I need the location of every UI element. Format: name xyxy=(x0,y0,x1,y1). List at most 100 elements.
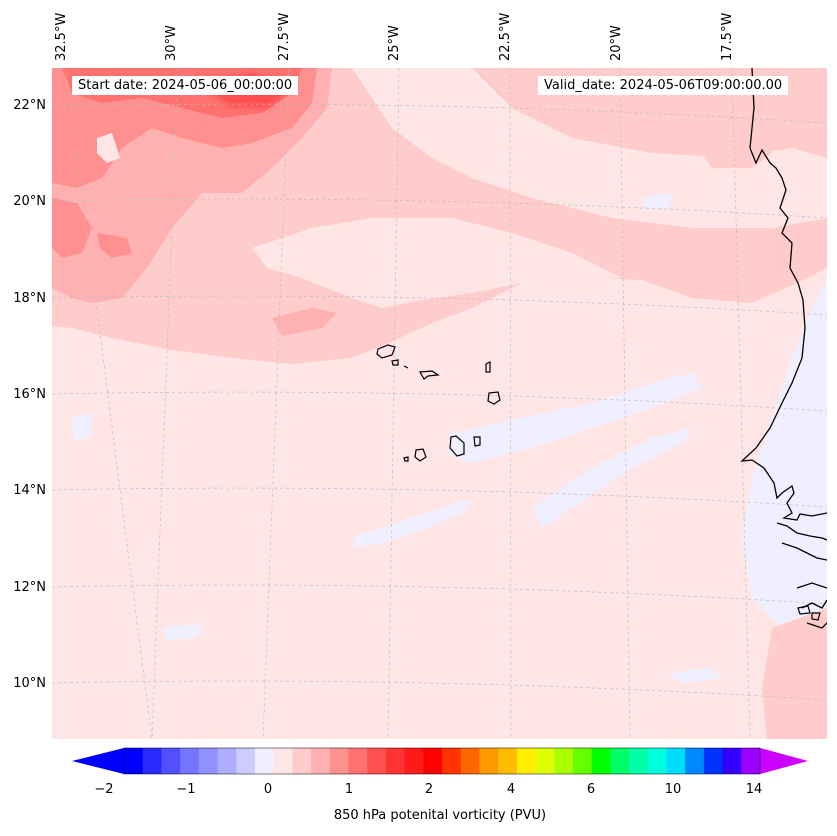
colorbar-tick-label: 6 xyxy=(586,782,596,797)
colorbar-cell xyxy=(591,748,611,774)
colorbar-cell xyxy=(311,748,331,774)
lon-label: 27.5°W xyxy=(277,12,292,61)
colorbar-tick-label: −1 xyxy=(176,782,196,797)
pv-contour-band xyxy=(352,498,472,548)
lat-label: 22°N xyxy=(13,98,46,113)
island-outline xyxy=(473,436,481,447)
lon-label: 32.5°W xyxy=(54,12,69,61)
pv-contour-band xyxy=(52,198,92,258)
pv-contour-band xyxy=(667,668,722,683)
pv-contour-band xyxy=(352,68,827,228)
colorbar-cell xyxy=(741,748,761,774)
colorbar-cell xyxy=(254,748,275,774)
meridian-line xyxy=(509,68,512,739)
africa-coastline xyxy=(781,542,827,561)
colorbar-cell xyxy=(367,748,387,774)
lat-label: 14°N xyxy=(13,483,46,498)
colorbar-cell xyxy=(329,748,349,774)
parallel-line xyxy=(52,487,827,508)
valid-date-label: Valid_date: 2024-05-06T09:00:00.00 xyxy=(538,76,789,95)
colorbar-title: 850 hPa potenital vorticity (PVU) xyxy=(333,808,547,823)
colorbar-cell xyxy=(273,748,293,774)
meridian-line xyxy=(65,68,153,739)
lat-label: 20°N xyxy=(13,194,46,209)
colorbar-tick-label: 10 xyxy=(664,782,682,797)
colorbar-cell xyxy=(236,748,256,774)
colorbar-cell xyxy=(404,748,424,774)
island-outline xyxy=(391,359,399,366)
colorbar-cell xyxy=(142,748,162,774)
colorbar-cell xyxy=(292,748,312,774)
island-outline xyxy=(403,365,409,369)
pv-contour-band xyxy=(642,193,672,210)
meridian-line xyxy=(619,68,631,739)
island-outline xyxy=(403,456,409,462)
colorbar-cell xyxy=(442,748,462,774)
graticule xyxy=(52,68,827,739)
meridian-line xyxy=(387,68,400,739)
pv-field-map xyxy=(52,68,827,739)
start-date-label: Start date: 2024-05-06_00:00:00 xyxy=(72,76,299,95)
africa-coastline xyxy=(796,582,827,629)
colorbar-cell xyxy=(647,748,667,774)
colorbar-cell xyxy=(498,748,518,774)
parallel-line xyxy=(52,584,827,605)
colorbar-cell xyxy=(554,748,574,774)
lon-label: 30°W xyxy=(164,25,179,61)
colorbar-cell xyxy=(479,748,499,774)
colorbar-cell xyxy=(124,748,144,774)
colorbar-cell xyxy=(180,748,200,774)
colorbar-cell xyxy=(629,748,649,774)
africa-coastline xyxy=(740,68,827,521)
parallel-line xyxy=(52,103,827,124)
island-outline xyxy=(419,370,440,380)
colorbar-cell xyxy=(423,748,443,774)
coastal-island-outline xyxy=(797,605,811,615)
meridian-line xyxy=(262,68,290,739)
pv-contour-band xyxy=(72,413,92,440)
colorbar xyxy=(72,747,808,775)
colorbar-cell xyxy=(198,748,218,774)
colorbar-cell xyxy=(161,748,181,774)
colorbar-cell xyxy=(722,748,742,774)
pv-contour-band xyxy=(272,308,337,336)
island-outline xyxy=(485,361,491,373)
colorbar-tick-label: 1 xyxy=(344,782,354,797)
colorbar-cell xyxy=(217,748,237,774)
colorbar-tick-label: 2 xyxy=(424,782,434,797)
colorbar-cell xyxy=(703,748,723,774)
pv-contour-band xyxy=(742,278,827,628)
island-outline xyxy=(414,448,427,462)
meridian-line xyxy=(151,68,179,739)
colorbar-tick-label: 0 xyxy=(263,782,273,797)
map-panel xyxy=(52,68,827,739)
colorbar-cell xyxy=(685,748,705,774)
colorbar-cells xyxy=(124,748,761,774)
colorbar-cell xyxy=(535,748,555,774)
lat-label: 10°N xyxy=(13,676,46,691)
island-outline xyxy=(376,344,396,359)
colorbar-frame xyxy=(123,747,761,775)
island-outline xyxy=(487,391,501,405)
colorbar-tick-label: −2 xyxy=(94,782,114,797)
lat-label: 12°N xyxy=(13,580,46,595)
pv-contour-band xyxy=(762,608,827,739)
meridian-line xyxy=(731,68,751,739)
island-outline xyxy=(449,435,465,457)
parallel-line xyxy=(52,295,827,316)
colorbar-cell xyxy=(348,748,368,774)
colorbar-max-extension xyxy=(760,748,808,774)
pv-contour-band xyxy=(532,428,692,528)
colorbar-tick-label: 14 xyxy=(745,782,763,797)
parallel-line xyxy=(52,198,827,219)
lon-label: 22.5°W xyxy=(498,12,513,61)
pv-contour-band xyxy=(97,233,132,258)
cape-verde-islands xyxy=(376,344,501,462)
colorbar-tick-label: 4 xyxy=(506,782,516,797)
colorbar-cell xyxy=(666,748,686,774)
colorbar-cell xyxy=(385,748,405,774)
coastal-island-outline xyxy=(811,612,821,621)
lon-label: 20°W xyxy=(609,25,624,61)
lat-label: 16°N xyxy=(13,387,46,402)
pv-contour-band xyxy=(97,133,120,163)
